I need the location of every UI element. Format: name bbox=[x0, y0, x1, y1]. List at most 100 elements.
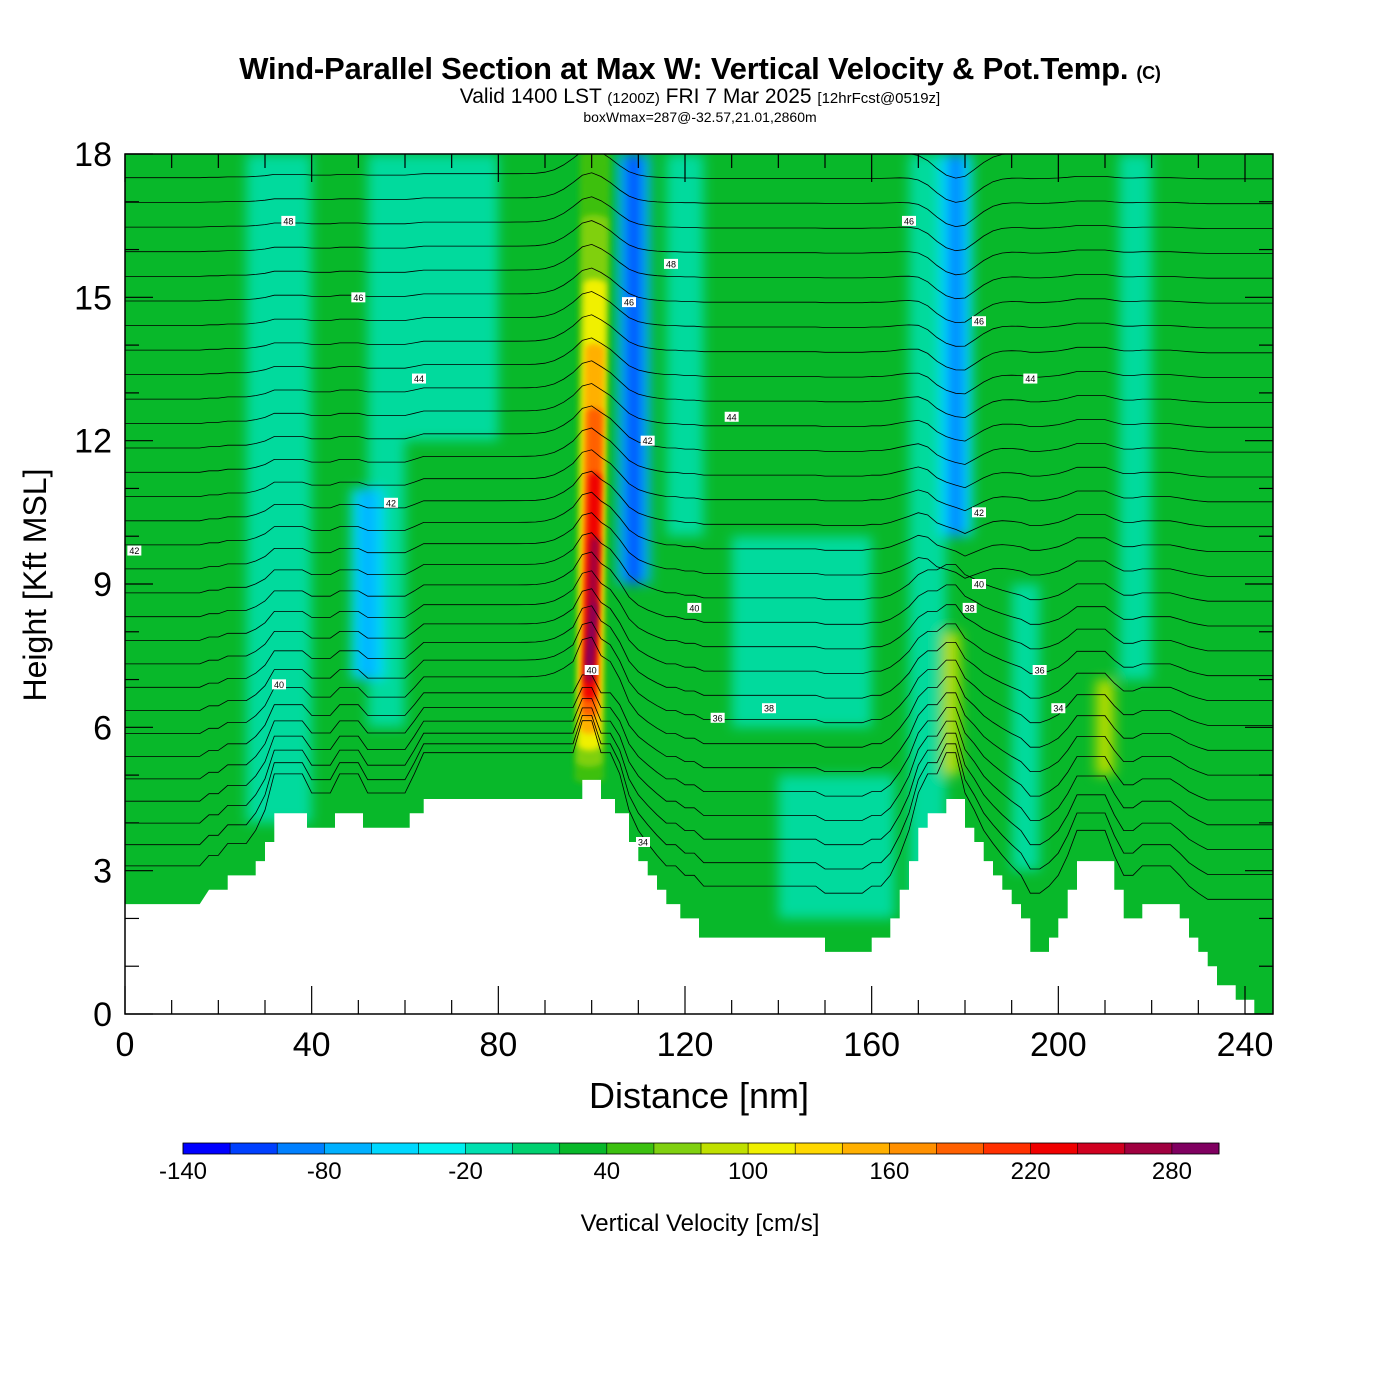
theta-contour bbox=[125, 674, 1273, 776]
theta-contour bbox=[125, 588, 1273, 677]
colorbar-swatch bbox=[1124, 1143, 1173, 1154]
theta-contour bbox=[125, 405, 1273, 465]
theta-contour bbox=[125, 715, 1273, 875]
theta-contour bbox=[125, 291, 1273, 347]
theta-contour bbox=[125, 427, 1273, 489]
theta-label-text: 38 bbox=[965, 603, 975, 613]
colorbar-swatch bbox=[701, 1143, 749, 1154]
velocity-wash bbox=[405, 154, 499, 441]
colorbar-swatch bbox=[1171, 1143, 1220, 1154]
colorbar-swatch bbox=[889, 1143, 937, 1154]
y-tick-label: 18 bbox=[74, 136, 112, 174]
theta-label: 40 bbox=[972, 579, 986, 590]
velocity-wash bbox=[778, 775, 895, 919]
x-tick-label: 0 bbox=[116, 1026, 135, 1064]
velocity-field: 48 46 44 42 42 40 48 46 44 42 40 40 38 36 34 46 46 44 42 40… bbox=[125, 154, 1273, 1014]
colorbar-swatch bbox=[277, 1143, 325, 1154]
colorbar-swatch bbox=[418, 1143, 467, 1154]
colorbar-swatch bbox=[1030, 1143, 1079, 1154]
colorbar-swatch bbox=[748, 1143, 796, 1154]
velocity-wash bbox=[1011, 584, 1040, 871]
colorbar-swatch bbox=[371, 1143, 419, 1154]
y-tick-label: 15 bbox=[74, 279, 112, 317]
colorbar-swatch bbox=[842, 1143, 890, 1154]
terrain bbox=[125, 779, 1273, 1014]
colorbar-swatch bbox=[183, 1143, 231, 1154]
updraft-band-center bbox=[1100, 679, 1110, 776]
theta-contour bbox=[125, 267, 1273, 324]
theta-label: 34 bbox=[636, 837, 650, 848]
theta-contour bbox=[125, 636, 1273, 751]
theta-contour bbox=[125, 243, 1273, 300]
theta-contour bbox=[125, 491, 1273, 557]
theta-contour bbox=[125, 360, 1273, 419]
colorbar-swatch bbox=[1077, 1143, 1126, 1154]
theta-label: 42 bbox=[127, 545, 142, 556]
x-tick-label: 120 bbox=[657, 1026, 714, 1064]
colorbar bbox=[182, 1142, 1220, 1155]
theta-label: 44 bbox=[412, 373, 426, 384]
theta-contour bbox=[125, 707, 1273, 850]
box-wmax: boxWmax=287@-32.57,21.01,2860m bbox=[583, 109, 817, 125]
theta-label: 46 bbox=[622, 297, 636, 308]
theta-contour bbox=[125, 337, 1273, 395]
colorbar-swatch bbox=[653, 1143, 702, 1154]
y-tick-label: 0 bbox=[93, 996, 112, 1034]
theta-label: 46 bbox=[972, 316, 986, 327]
theta-label: 36 bbox=[710, 712, 725, 723]
valid-prefix: Valid 1400 LST bbox=[459, 85, 602, 108]
theta-label: 44 bbox=[1023, 373, 1038, 384]
theta-contour bbox=[125, 551, 1273, 627]
theta-label: 40 bbox=[584, 665, 599, 676]
theta-label-text: 36 bbox=[713, 713, 723, 723]
theta-contour bbox=[125, 470, 1273, 534]
velocity-shading bbox=[246, 154, 1152, 919]
theta-label-text: 48 bbox=[666, 259, 676, 269]
theta-label-text: 46 bbox=[624, 298, 634, 308]
theta-label-text: 40 bbox=[689, 603, 699, 613]
theta-contours bbox=[125, 154, 1273, 900]
theta-label-text: 42 bbox=[974, 508, 984, 518]
forecast-info: [12hrFcst@0519z] bbox=[817, 90, 941, 107]
theta-contour bbox=[125, 314, 1273, 371]
theta-contour bbox=[125, 720, 1273, 900]
theta-label: 48 bbox=[664, 258, 678, 269]
velocity-wash bbox=[666, 154, 704, 537]
theta-label-text: 44 bbox=[727, 412, 737, 422]
theta-label: 44 bbox=[724, 411, 739, 422]
y-axis-label: Height [Kft MSL] bbox=[17, 469, 53, 702]
theta-contour bbox=[125, 220, 1273, 276]
chart-title-text: Wind-Parallel Section at Max W: Vertical… bbox=[239, 51, 1129, 86]
theta-label-text: 34 bbox=[1053, 704, 1063, 714]
theta-label: 42 bbox=[640, 435, 655, 446]
copyright-mark: (C) bbox=[1136, 63, 1161, 83]
theta-contour bbox=[955, 154, 957, 155]
chart-title: Wind-Parallel Section at Max W: Vertical… bbox=[0, 52, 1400, 86]
theta-label-text: 36 bbox=[1035, 666, 1045, 676]
theta-label-text: 42 bbox=[643, 436, 653, 446]
theta-label-text: 48 bbox=[283, 216, 293, 226]
theta-label-text: 34 bbox=[638, 838, 648, 848]
downdraft-band-center bbox=[360, 488, 376, 680]
theta-label-text: 44 bbox=[1025, 374, 1035, 384]
theta-label: 36 bbox=[1032, 665, 1047, 676]
velocity-wash bbox=[1119, 154, 1152, 680]
theta-label-text: 42 bbox=[129, 546, 139, 556]
theta-contour bbox=[125, 605, 1273, 701]
x-tick-label: 240 bbox=[1217, 1026, 1274, 1064]
theta-label-text: 40 bbox=[587, 666, 597, 676]
theta-label-text: 40 bbox=[274, 680, 284, 690]
colorbar-title: Vertical Velocity [cm/s] bbox=[580, 1210, 820, 1237]
theta-label: 40 bbox=[687, 602, 702, 613]
theta-label-text: 46 bbox=[904, 216, 914, 226]
theta-contour bbox=[125, 383, 1273, 442]
theta-label-text: 38 bbox=[764, 704, 774, 714]
valid-utc: (1200Z) bbox=[607, 90, 660, 107]
colorbar-swatch bbox=[512, 1143, 561, 1154]
theta-contour bbox=[125, 196, 1273, 252]
downdraft-band-center bbox=[948, 154, 964, 537]
theta-label-text: 46 bbox=[974, 317, 984, 327]
colorbar-swatch bbox=[559, 1143, 608, 1154]
theta-label-text: 44 bbox=[414, 374, 424, 384]
